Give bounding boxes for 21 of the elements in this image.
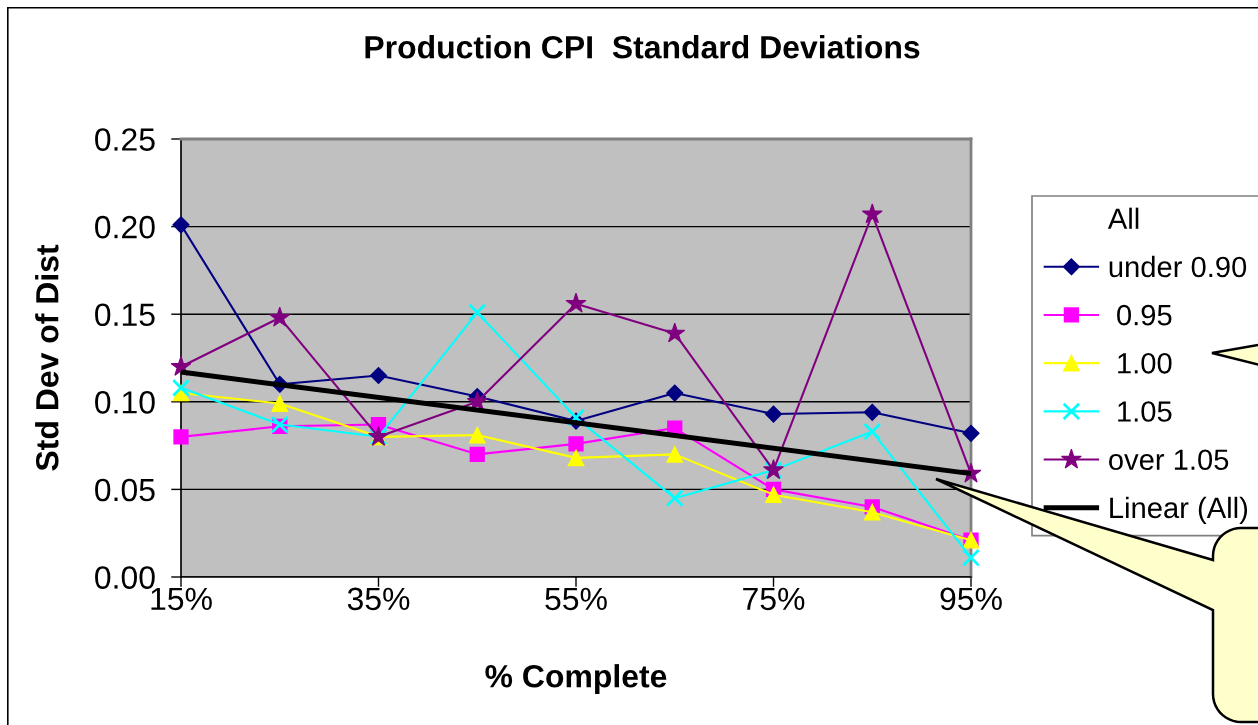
legend-label: under 0.90 bbox=[1109, 255, 1247, 278]
chart-title: Production CPI Standard Deviations bbox=[365, 35, 920, 59]
y-tick-label: 0.20 bbox=[95, 215, 155, 239]
y-tick-label: 0.25 bbox=[95, 128, 155, 151]
legend-label: Linear (All) bbox=[1110, 496, 1248, 524]
y-axis-title: Std Dev of Dist bbox=[35, 244, 59, 471]
y-tick-label: 0.15 bbox=[95, 303, 155, 327]
legend-label: 1.00 bbox=[1118, 353, 1172, 374]
legend-title: All bbox=[1107, 207, 1139, 229]
legend-label: over 1.05 bbox=[1109, 449, 1229, 471]
legend-label: 1.05 bbox=[1118, 401, 1172, 422]
x-tick-label: 15% bbox=[151, 587, 212, 611]
legend-label: 0.95 bbox=[1117, 304, 1172, 326]
x-tick-label: 95% bbox=[940, 587, 1002, 611]
x-tick-label: 55% bbox=[545, 587, 607, 611]
y-tick-label: 0.00 bbox=[95, 566, 155, 589]
x-tick-label: 35% bbox=[347, 587, 410, 611]
y-tick-label: 0.10 bbox=[95, 391, 155, 414]
x-axis-title: % Complete bbox=[485, 664, 667, 694]
y-tick-label: 0.05 bbox=[95, 478, 155, 502]
x-tick-label: 75% bbox=[743, 587, 805, 611]
